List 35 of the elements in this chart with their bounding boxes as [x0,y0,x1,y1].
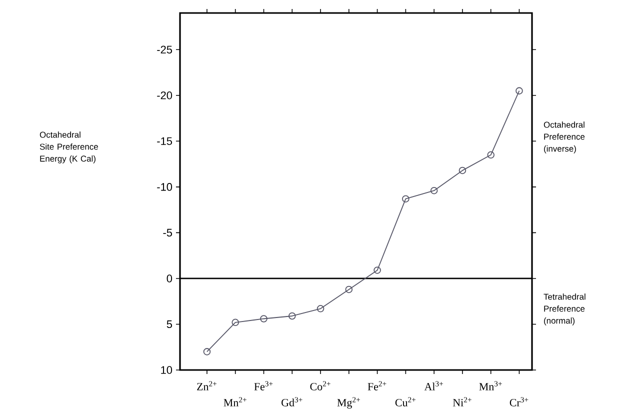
point [516,87,523,94]
x-tick-label: Ni$^{2+}$ [452,397,472,406]
point [345,286,353,294]
point [458,166,466,174]
y-tick-label: 0 [166,274,172,282]
text: Tetrahedral Preference (normal) [544,294,586,326]
x-tick-label: Fe$^{3+}$ [254,381,273,390]
point [374,266,381,274]
x-tick-label: Mn$^{3+}$ [479,381,502,390]
x-tick-label: Al$^{3+}$ [424,381,444,390]
y-tick-label: 10 [161,366,172,374]
x-tick-label: Fe$^{2+}$ [368,381,386,390]
point [288,312,296,320]
point [203,348,211,356]
x-tick-label: Cr$^{3+}$ [510,397,528,406]
text: Octahedral Site Preference Energy (K Cal) [40,132,98,164]
x-tick-label: Co$^{2+}$ [310,381,330,390]
y-tick-label: -5 [163,228,172,237]
x-tick-label: Mn$^{2+}$ [224,397,246,406]
x-tick-label: Zn$^{2+}$ [197,381,217,390]
x-tick-label: Mg$^{2+}$ [337,397,360,409]
point [232,318,239,326]
y-tick-label: -10 [157,183,172,191]
point [316,305,324,312]
point [487,151,494,159]
y-tick-label: 5 [166,320,172,328]
point [402,195,410,202]
y-tick-label: -15 [157,137,172,145]
x-tick-label: Cu$^{2+}$ [395,397,416,406]
y-tick-label: -25 [157,46,172,54]
text: Octahedral Preference (inverse) [544,122,585,154]
x-tick-label: Gd$^{3+}$ [282,397,302,406]
y-tick-label: -20 [157,92,172,100]
point [260,315,268,322]
point [430,186,438,194]
